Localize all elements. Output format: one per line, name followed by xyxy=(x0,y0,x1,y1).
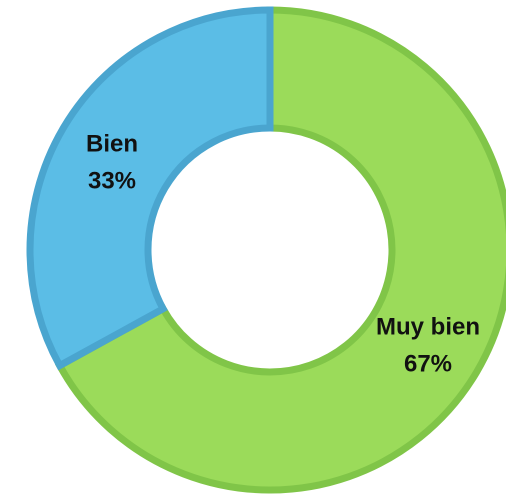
slice-value-label: 33% xyxy=(88,167,136,194)
slice-label: Bien xyxy=(86,130,138,157)
donut-slice xyxy=(26,6,274,371)
donut-slice xyxy=(54,6,506,494)
slice-label: Muy bien xyxy=(376,313,480,340)
slice-value-label: 67% xyxy=(404,350,452,377)
